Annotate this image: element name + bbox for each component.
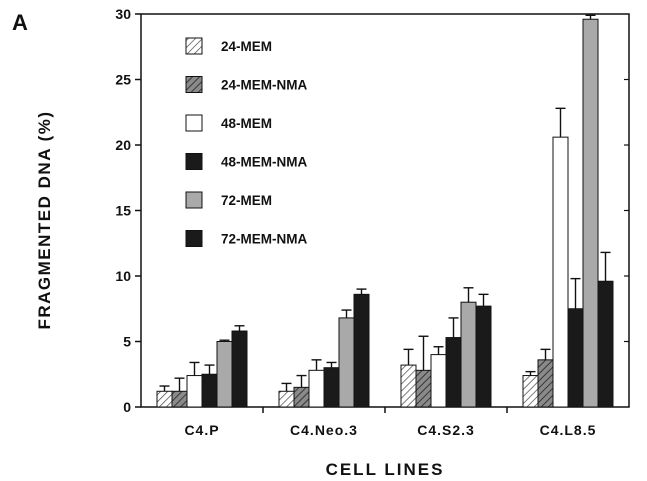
y-tick-label: 20 — [115, 137, 131, 153]
y-tick-label: 25 — [115, 72, 131, 88]
legend-swatch — [185, 153, 203, 170]
bar — [537, 359, 554, 408]
bar — [582, 18, 599, 408]
y-tick-label: 5 — [123, 334, 131, 350]
bar — [231, 330, 248, 408]
legend-label: 48-MEM — [221, 116, 272, 131]
bar — [308, 369, 325, 408]
panel-label: A — [12, 10, 28, 35]
legend-label: 24-MEM-NMA — [221, 78, 307, 93]
legend-label: 72-MEM-NMA — [221, 232, 307, 247]
bar — [460, 301, 477, 408]
bar — [522, 375, 539, 408]
bar — [293, 386, 310, 408]
legend-label: 48-MEM-NMA — [221, 155, 307, 170]
legend-label: 24-MEM — [221, 39, 272, 54]
bar — [338, 317, 355, 408]
bar — [353, 293, 370, 408]
bar — [445, 337, 462, 408]
bar — [475, 305, 492, 408]
legend-swatch — [185, 191, 203, 209]
legend-label: 72-MEM — [221, 193, 272, 208]
bar — [201, 373, 218, 408]
bar — [415, 369, 432, 408]
y-tick-label: 0 — [123, 399, 131, 415]
legend-swatch — [185, 76, 203, 93]
x-tick-label: C4.S2.3 — [417, 422, 475, 438]
bar — [597, 280, 614, 408]
x-tick-label: C4.L8.5 — [540, 422, 597, 438]
x-tick-label: C4.Neo.3 — [290, 422, 358, 438]
bar — [156, 390, 173, 408]
y-tick-label: 10 — [115, 268, 131, 284]
bar — [400, 364, 417, 408]
bar — [323, 367, 340, 408]
bar — [278, 390, 295, 408]
legend-swatch — [185, 114, 203, 132]
legend-swatch — [185, 230, 203, 247]
x-axis-label: CELL LINES — [326, 460, 445, 479]
plot-area: 0 5 10 15 20 25 30 C4.P C4.Neo.3 C4.S2.3 C4.L8.5 — [115, 6, 630, 438]
bar — [552, 136, 569, 408]
bar — [186, 375, 203, 408]
y-tick-label: 30 — [115, 6, 131, 22]
bar — [171, 390, 188, 408]
bar — [567, 308, 584, 408]
legend-swatch — [185, 37, 203, 55]
legend: 24-MEM 24-MEM-NMA 48-MEM 48-MEM-NMA 72-MEM 72… — [185, 37, 307, 247]
bar — [216, 341, 233, 408]
x-tick-label: C4.P — [184, 422, 219, 438]
y-tick-label: 15 — [115, 203, 131, 219]
y-axis-label: FRAGMENTED DNA (%) — [35, 110, 54, 329]
bar — [430, 354, 447, 408]
